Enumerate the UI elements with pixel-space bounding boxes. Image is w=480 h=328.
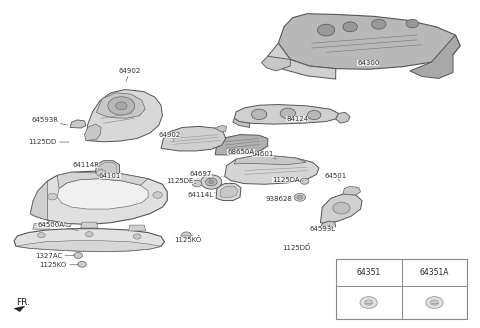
Polygon shape: [129, 225, 146, 231]
Circle shape: [372, 19, 386, 29]
Polygon shape: [262, 56, 290, 71]
Polygon shape: [57, 172, 148, 189]
Circle shape: [74, 253, 83, 258]
Text: 64697: 64697: [190, 172, 212, 179]
Circle shape: [280, 108, 296, 119]
Polygon shape: [278, 14, 460, 69]
Polygon shape: [86, 90, 162, 142]
Text: 64902: 64902: [119, 68, 141, 81]
Polygon shape: [30, 171, 167, 224]
Polygon shape: [161, 126, 226, 151]
Circle shape: [297, 195, 303, 199]
Circle shape: [205, 178, 217, 186]
Polygon shape: [216, 184, 241, 201]
Text: 64593L: 64593L: [309, 225, 336, 232]
Text: 1125DD: 1125DD: [29, 139, 69, 145]
Text: 64351A: 64351A: [420, 268, 449, 277]
Polygon shape: [215, 125, 227, 132]
Circle shape: [108, 97, 135, 115]
Polygon shape: [14, 229, 164, 252]
Polygon shape: [336, 113, 350, 123]
Text: 1125KO: 1125KO: [175, 235, 202, 243]
Circle shape: [406, 19, 419, 28]
Polygon shape: [321, 221, 336, 229]
Polygon shape: [410, 35, 460, 78]
Polygon shape: [96, 93, 145, 118]
Text: 1125DE: 1125DE: [167, 178, 196, 184]
Text: 68650A: 68650A: [228, 149, 254, 155]
Circle shape: [308, 111, 321, 120]
Polygon shape: [30, 181, 48, 220]
Polygon shape: [70, 120, 86, 128]
Text: 64114L: 64114L: [188, 192, 215, 198]
Text: 64114R: 64114R: [72, 162, 102, 169]
Circle shape: [78, 261, 86, 267]
Circle shape: [116, 102, 127, 110]
Text: FR.: FR.: [16, 298, 30, 307]
Polygon shape: [225, 156, 319, 184]
Polygon shape: [343, 186, 360, 195]
Text: 64601: 64601: [252, 151, 276, 159]
Circle shape: [318, 24, 335, 36]
Text: 64500A: 64500A: [37, 222, 78, 231]
Circle shape: [96, 170, 106, 176]
Polygon shape: [57, 179, 148, 209]
Circle shape: [343, 22, 357, 32]
Circle shape: [209, 180, 214, 184]
Circle shape: [333, 202, 350, 214]
Polygon shape: [220, 186, 238, 197]
Circle shape: [294, 194, 306, 201]
Polygon shape: [321, 194, 362, 223]
Circle shape: [85, 232, 93, 237]
Polygon shape: [84, 124, 101, 140]
Text: 1327AC: 1327AC: [35, 253, 74, 259]
Circle shape: [426, 297, 443, 308]
Text: 64300: 64300: [357, 60, 380, 67]
Polygon shape: [96, 161, 120, 177]
Bar: [336, 259, 468, 319]
Polygon shape: [81, 222, 98, 228]
Polygon shape: [234, 156, 306, 165]
Polygon shape: [16, 241, 161, 252]
Circle shape: [201, 175, 222, 189]
Text: 64902: 64902: [158, 132, 180, 140]
Text: 84124: 84124: [287, 116, 309, 123]
Text: 64101: 64101: [98, 174, 121, 179]
Circle shape: [192, 180, 202, 187]
Polygon shape: [14, 306, 24, 312]
Circle shape: [37, 233, 45, 238]
Polygon shape: [268, 43, 336, 79]
Polygon shape: [234, 105, 338, 124]
Polygon shape: [33, 223, 50, 229]
Text: 1125KO: 1125KO: [40, 262, 78, 268]
Text: 64351: 64351: [357, 268, 381, 277]
Circle shape: [181, 232, 191, 238]
Text: 938628: 938628: [266, 196, 296, 202]
Circle shape: [300, 178, 309, 184]
Polygon shape: [48, 220, 72, 227]
Text: 1125DA: 1125DA: [272, 177, 303, 183]
Text: 64593R: 64593R: [31, 117, 67, 125]
Circle shape: [365, 300, 372, 305]
Polygon shape: [99, 162, 117, 175]
Text: 64501: 64501: [324, 174, 347, 181]
Circle shape: [360, 297, 377, 308]
Circle shape: [133, 234, 141, 239]
Circle shape: [252, 109, 267, 120]
Polygon shape: [215, 134, 268, 155]
Circle shape: [153, 192, 162, 198]
Circle shape: [48, 194, 57, 200]
Text: 1125DD: 1125DD: [282, 243, 311, 251]
Polygon shape: [233, 118, 250, 127]
Circle shape: [431, 300, 438, 305]
